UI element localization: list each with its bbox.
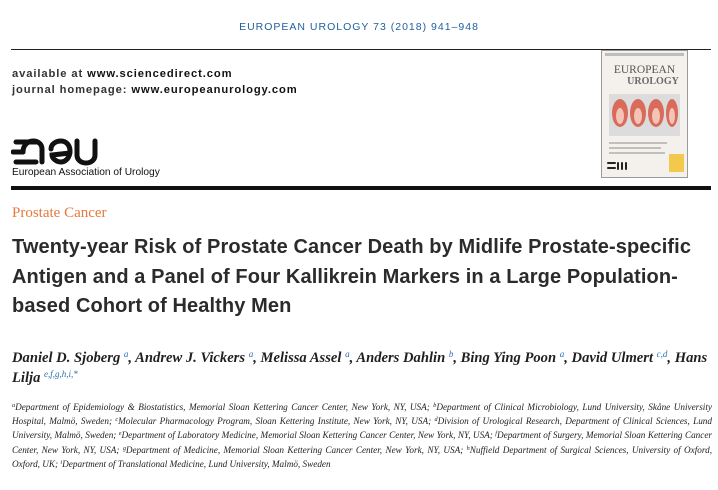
affiliation-key: d <box>434 416 438 424</box>
sciencedirect-line: available at www.sciencedirect.com <box>12 66 298 82</box>
author-separator: , <box>349 350 357 366</box>
affiliation-marker[interactable]: c,d <box>656 349 668 359</box>
affiliation-marker[interactable]: a <box>345 349 350 359</box>
journal-links: available at www.sciencedirect.com journ… <box>12 66 298 98</box>
affiliation: bDepartment of Clinical Microbiology, Lu… <box>12 402 712 426</box>
author-separator: , <box>564 350 572 366</box>
affiliation: iDepartment of Translational Medicine, L… <box>60 459 330 469</box>
affiliation: dDivision of Urological Research, Depart… <box>12 416 712 440</box>
affiliation-list: aDepartment of Epidemiology & Biostatist… <box>12 400 712 471</box>
affiliation-text: Department of Translational Medicine, Lu… <box>62 458 331 469</box>
affiliation-text: Department of Surgery, Memorial Sloan Ke… <box>12 430 712 455</box>
eau-logo: European Association of Urology <box>11 138 161 177</box>
affiliation-key: g <box>122 444 126 452</box>
affiliation-key: b <box>433 402 437 409</box>
affiliation-marker[interactable]: a <box>123 349 129 359</box>
homepage-label: journal homepage: <box>12 84 128 96</box>
affiliation-key: c <box>115 416 119 424</box>
author: Melissa Assel a <box>260 349 350 367</box>
affiliation-marker[interactable]: b <box>448 349 454 359</box>
author-separator: , <box>667 350 675 366</box>
journal-header: EUROPEAN UROLOGY 73 (2018) 941–948 <box>239 21 479 33</box>
masthead-rule <box>11 186 711 190</box>
affiliation-text: Division of Urological Research, Departm… <box>12 416 712 441</box>
author: David Ulmert c,d <box>571 349 668 367</box>
affiliation-key: h <box>466 444 470 452</box>
affiliation: aDepartment of Epidemiology & Biostatist… <box>12 402 433 412</box>
author-separator: , <box>453 350 461 366</box>
author-name[interactable]: Bing Ying Poon <box>460 350 557 366</box>
affiliation-text: Department of Medicine, Memorial Sloan K… <box>125 444 467 455</box>
homepage-line: journal homepage: www.europeanurology.co… <box>12 82 298 98</box>
section-label: Prostate Cancer <box>12 205 107 221</box>
affiliation: eDepartment of Laboratory Medicine, Memo… <box>119 430 496 440</box>
affiliation-text: Department of Epidemiology & Biostatisti… <box>15 402 434 412</box>
affiliation-text: Nuffield Department of Surgical Sciences… <box>12 444 712 469</box>
affiliation-key: i <box>60 458 63 466</box>
author: Daniel D. Sjoberg a <box>12 349 129 367</box>
affiliation-marker[interactable]: e,f,g,h,i,* <box>44 369 78 379</box>
affiliation-marker[interactable]: a <box>559 349 565 359</box>
affiliation-key: f <box>495 430 497 438</box>
author-separator: , <box>253 350 261 366</box>
svg-text:European Association of Urolog: European Association of Urology <box>12 167 161 177</box>
affiliation: fDepartment of Surgery, Memorial Sloan K… <box>12 430 712 454</box>
affiliation: hNuffield Department of Surgical Science… <box>12 445 712 469</box>
author: Anders Dahlin b <box>356 349 454 367</box>
author-name[interactable]: Melissa Assel <box>260 350 342 366</box>
author-name[interactable]: Daniel D. Sjoberg <box>12 350 121 366</box>
author-separator: , <box>128 350 136 366</box>
available-label: available at <box>12 68 84 80</box>
author: Hans Lilja e,f,g,h,i,* <box>12 350 707 386</box>
affiliation-marker[interactable]: a <box>248 349 254 359</box>
affiliation: gDepartment of Medicine, Memorial Sloan … <box>123 445 467 455</box>
author-name[interactable]: David Ulmert <box>571 350 654 366</box>
affiliation-key: a <box>12 402 16 409</box>
affiliation-key: e <box>118 430 122 438</box>
affiliation-text: Department of Clinical Microbiology, Lun… <box>12 402 712 427</box>
author: Bing Ying Poon a <box>460 349 565 367</box>
affiliation-text: Department of Laboratory Medicine, Memor… <box>121 430 496 441</box>
svg-text:EUROPEAN: EUROPEAN <box>614 64 676 76</box>
article-title: Twenty-year Risk of Prostate Cancer Deat… <box>12 236 692 317</box>
author: Andrew J. Vickers a <box>135 349 254 367</box>
author-name[interactable]: Anders Dahlin <box>356 350 446 366</box>
affiliation-text: Molecular Pharmacology Program, Sloan Ke… <box>118 416 435 427</box>
author-name[interactable]: Andrew J. Vickers <box>135 350 246 366</box>
svg-text:UROLOGY: UROLOGY <box>627 76 679 87</box>
author-list: Daniel D. Sjoberg a, Andrew J. Vickers a… <box>12 348 712 388</box>
header-rule <box>11 49 711 50</box>
affiliation: cMolecular Pharmacology Program, Sloan K… <box>115 416 434 426</box>
sciencedirect-link[interactable]: www.sciencedirect.com <box>87 68 233 80</box>
homepage-link[interactable]: www.europeanurology.com <box>131 84 298 96</box>
journal-cover-thumbnail: EUROPEAN UROLOGY <box>601 50 688 178</box>
author-name[interactable]: Hans Lilja <box>12 350 708 386</box>
